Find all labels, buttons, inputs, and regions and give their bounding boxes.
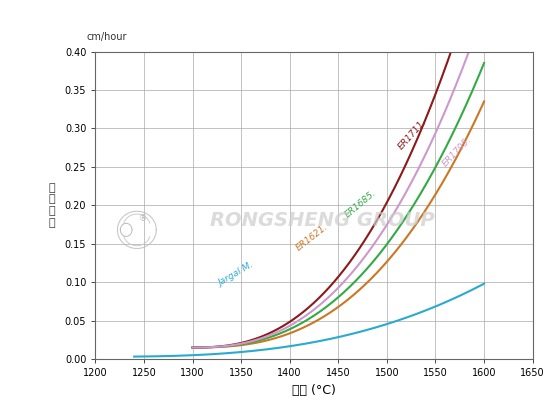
Text: ER1685.: ER1685.	[343, 188, 378, 219]
Text: RONGSHENG GROUP: RONGSHENG GROUP	[211, 211, 435, 230]
Text: Jargal M.: Jargal M.	[217, 261, 255, 288]
Text: ER1711.: ER1711.	[396, 117, 428, 152]
Text: 腐
蚀
速
率: 腐 蚀 速 率	[48, 183, 55, 228]
Text: ER1795.: ER1795.	[440, 135, 473, 168]
X-axis label: 温度 (°C): 温度 (°C)	[292, 383, 336, 396]
Text: ER1621.: ER1621.	[295, 223, 330, 253]
Text: cm/hour: cm/hour	[87, 32, 127, 42]
Text: ®: ®	[138, 214, 147, 223]
